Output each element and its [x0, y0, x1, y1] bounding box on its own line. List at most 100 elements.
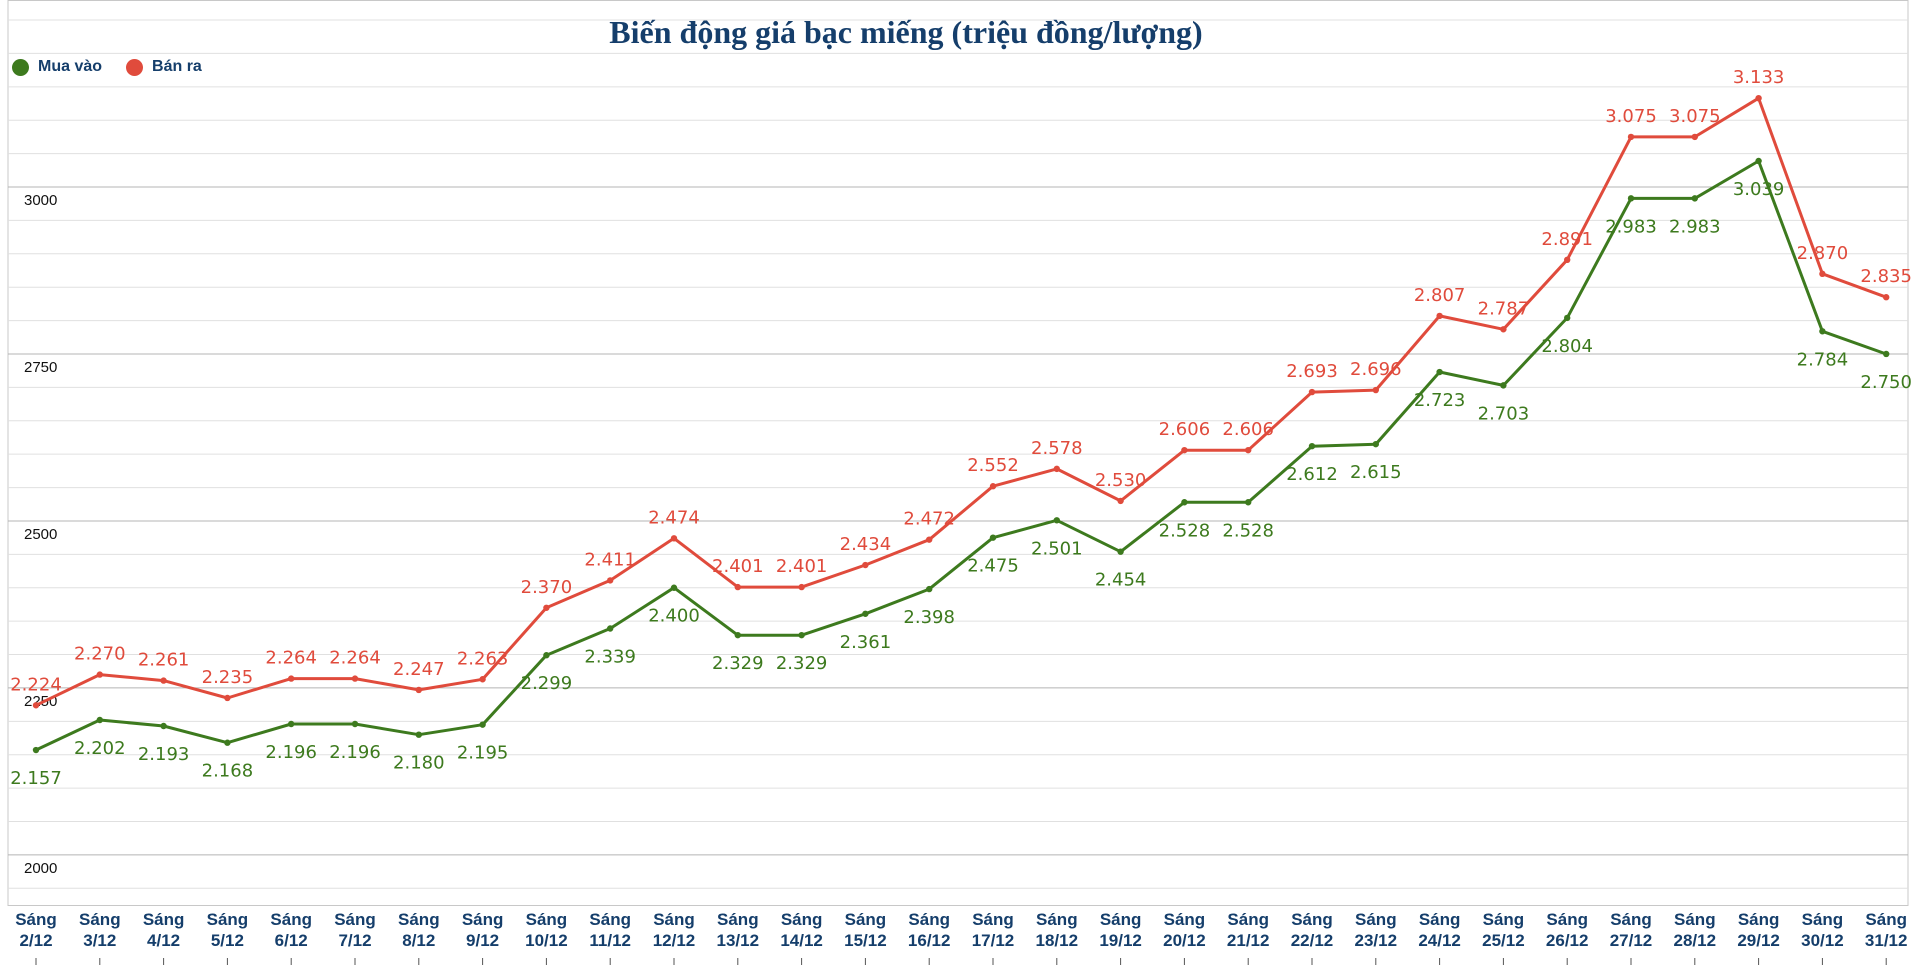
x-tick-label-line2: 18/12 — [1036, 931, 1079, 950]
data-point-mua-vao — [1819, 328, 1826, 335]
x-tick-label-line1: Sáng — [1227, 910, 1269, 929]
data-point-ban-ra — [288, 675, 295, 682]
x-tick-label-line2: 21/12 — [1227, 931, 1270, 950]
data-point-mua-vao — [479, 721, 486, 728]
series-points — [32, 94, 1890, 754]
data-point-ban-ra — [862, 561, 869, 569]
x-tick-label-line2: 23/12 — [1355, 931, 1398, 950]
x-tick-label-line1: Sáng — [717, 910, 759, 929]
x-tick-label-line2: 14/12 — [780, 931, 823, 950]
data-point-mua-vao — [989, 534, 997, 541]
data-point-mua-vao — [1181, 499, 1188, 506]
x-tick-label-line2: 2/12 — [19, 931, 52, 950]
data-label-ban-ra: 2.224 — [10, 674, 62, 695]
x-tick-label-line1: Sáng — [1036, 910, 1078, 929]
data-label-ban-ra: 3.133 — [1733, 67, 1785, 88]
legend-item-mua-vao[interactable]: Mua vào — [12, 58, 102, 76]
data-label-mua-vao: 2.703 — [1478, 403, 1530, 424]
data-label-ban-ra: 2.606 — [1222, 419, 1274, 440]
data-label-ban-ra: 2.870 — [1797, 243, 1849, 264]
data-point-ban-ra — [1308, 388, 1316, 396]
data-point-ban-ra — [1436, 312, 1443, 320]
legend-item-ban-ra[interactable]: Bán ra — [126, 58, 202, 76]
data-point-mua-vao — [1691, 195, 1699, 202]
x-tick-label-line2: 9/12 — [466, 931, 499, 950]
data-point-ban-ra — [1883, 294, 1890, 301]
data-point-ban-ra — [1819, 270, 1826, 278]
x-tick-label-line1: Sáng — [207, 910, 249, 929]
data-label-mua-vao: 2.202 — [74, 738, 126, 759]
x-tick-label-line2: 30/12 — [1801, 931, 1844, 950]
data-label-ban-ra: 2.578 — [1031, 438, 1083, 459]
x-tick-label-line2: 26/12 — [1546, 931, 1589, 950]
data-label-ban-ra: 2.370 — [521, 577, 573, 598]
x-tick-label-line2: 24/12 — [1418, 931, 1461, 950]
data-label-mua-vao: 2.475 — [967, 556, 1019, 577]
data-point-mua-vao — [543, 652, 550, 659]
data-point-mua-vao — [798, 631, 805, 639]
x-tick-label-line1: Sáng — [1419, 910, 1461, 929]
y-tick-label: 3000 — [24, 192, 57, 209]
data-point-mua-vao — [862, 610, 869, 617]
data-label-mua-vao: 2.329 — [776, 653, 828, 674]
data-label-ban-ra: 2.270 — [74, 644, 126, 665]
data-label-mua-vao: 2.193 — [138, 744, 190, 765]
x-tick-label-line2: 28/12 — [1674, 931, 1717, 950]
x-tick-label-line1: Sáng — [15, 910, 57, 929]
data-point-ban-ra — [1181, 446, 1188, 454]
data-label-ban-ra: 2.807 — [1414, 285, 1466, 306]
data-point-ban-ra — [1053, 465, 1061, 473]
data-point-ban-ra — [543, 604, 550, 611]
data-label-mua-vao: 2.361 — [840, 632, 892, 653]
data-point-mua-vao — [926, 585, 933, 593]
data-label-mua-vao: 2.501 — [1031, 538, 1083, 559]
data-label-mua-vao: 2.180 — [393, 753, 445, 774]
data-label-mua-vao: 2.983 — [1669, 216, 1721, 237]
x-tick-label-line2: 16/12 — [908, 931, 951, 950]
x-tick-label-line2: 25/12 — [1482, 931, 1525, 950]
x-tick-label-line2: 31/12 — [1865, 931, 1908, 950]
data-label-mua-vao: 2.339 — [584, 646, 636, 667]
data-point-ban-ra — [926, 536, 933, 543]
x-tick-label-line1: Sáng — [972, 910, 1014, 929]
data-point-ban-ra — [1691, 133, 1699, 141]
data-point-ban-ra — [479, 676, 486, 683]
x-tick-label-line1: Sáng — [589, 910, 631, 929]
data-label-ban-ra: 2.552 — [967, 455, 1019, 476]
x-tick-label-line2: 17/12 — [972, 931, 1015, 950]
data-point-mua-vao — [607, 625, 614, 632]
data-point-mua-vao — [1755, 157, 1762, 165]
data-label-ban-ra: 2.787 — [1478, 298, 1530, 319]
x-tick-label-line2: 12/12 — [653, 931, 696, 950]
x-tick-label-line1: Sáng — [1546, 910, 1588, 929]
data-label-mua-vao: 2.196 — [329, 742, 381, 763]
x-tick-label-line1: Sáng — [143, 910, 185, 929]
x-tick-label-line2: 10/12 — [525, 931, 568, 950]
y-tick-label: 2000 — [24, 860, 57, 877]
x-tick-label-line1: Sáng — [398, 910, 440, 929]
data-label-ban-ra: 2.696 — [1350, 359, 1402, 380]
legend-marker-ban-ra — [126, 58, 144, 76]
data-label-ban-ra: 2.235 — [202, 667, 254, 688]
x-tick-label-line1: Sáng — [908, 910, 950, 929]
data-point-ban-ra — [351, 675, 359, 682]
data-label-ban-ra: 3.075 — [1669, 106, 1721, 127]
data-point-ban-ra — [1755, 94, 1762, 102]
data-labels: 2.157 2.202 2.193 2.168 2.196 2.196 2.180 2.195… — [10, 67, 1912, 789]
data-point-mua-vao — [1627, 195, 1635, 202]
data-point-mua-vao — [160, 722, 167, 730]
x-tick-label-line2: 6/12 — [275, 931, 308, 950]
data-point-ban-ra — [224, 694, 231, 702]
data-label-mua-vao: 2.454 — [1095, 570, 1147, 591]
data-point-ban-ra — [1627, 133, 1635, 141]
data-label-ban-ra: 2.264 — [265, 648, 317, 669]
x-tick-label-line1: Sáng — [334, 910, 376, 929]
data-label-ban-ra: 2.606 — [1159, 419, 1211, 440]
data-label-mua-vao: 2.804 — [1541, 336, 1593, 357]
y-tick-label: 2750 — [24, 359, 57, 376]
x-tick-label-line2: 19/12 — [1099, 931, 1142, 950]
x-tick-label-line2: 5/12 — [211, 931, 244, 950]
grid-layer — [7, 0, 1909, 906]
data-point-mua-vao — [288, 720, 295, 728]
x-tick-label-line1: Sáng — [1610, 910, 1652, 929]
